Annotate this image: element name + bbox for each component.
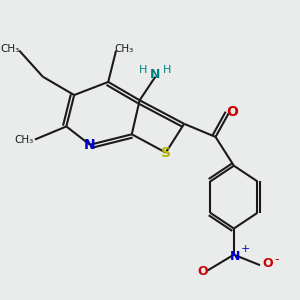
Text: S: S — [161, 146, 171, 160]
Text: N: N — [230, 250, 240, 262]
Text: N: N — [84, 138, 96, 152]
Text: H: H — [140, 65, 148, 75]
Text: O: O — [262, 257, 273, 270]
Text: O: O — [197, 265, 208, 278]
Text: CH₃: CH₃ — [114, 44, 134, 54]
Text: CH₃: CH₃ — [15, 134, 34, 145]
Text: CH₃: CH₃ — [0, 44, 20, 54]
Text: H: H — [163, 65, 171, 75]
Text: O: O — [226, 105, 238, 119]
Text: -: - — [275, 254, 279, 266]
Text: N: N — [150, 68, 161, 81]
Text: +: + — [241, 244, 250, 254]
